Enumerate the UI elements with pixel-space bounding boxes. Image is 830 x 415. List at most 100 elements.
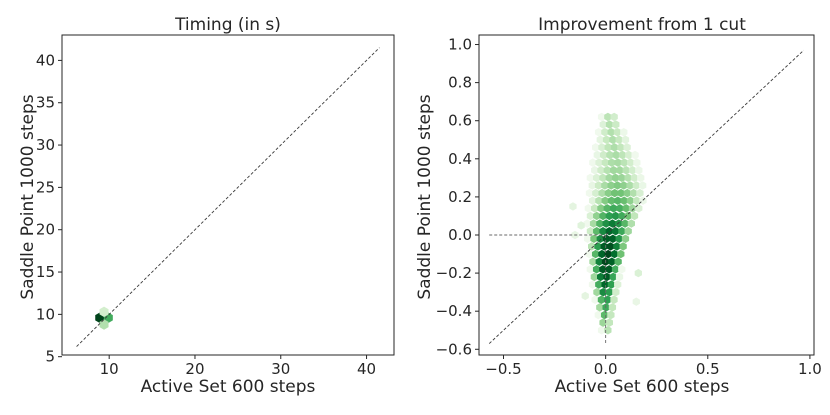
hexbin-cell [592,173,601,183]
hexbin-cell [604,112,612,122]
hexbin-cell [608,257,616,266]
hexbin-cell [590,272,598,282]
hexbin-cell [604,143,612,152]
hexbin-cell [633,196,641,205]
hexbin-cell [599,150,608,160]
hexbin-cell [605,173,613,183]
hexbin-cell [609,272,617,282]
hexbin-cell [591,143,600,152]
y-tick-label: 20 [36,221,55,239]
hexbin-cell [603,204,611,213]
hexbin-cell [99,306,109,318]
improvement-plot-frame [478,34,815,356]
hexbin-cell [588,181,596,190]
hexbin-cell [635,166,643,175]
hexbin-cell [610,112,618,122]
hexbin-cell [597,272,605,282]
hexbin-cell [596,234,604,244]
hexbin-cell [612,120,620,129]
hexbin-cell [593,211,601,221]
hexbin-cell [599,173,607,183]
y-tick-label: 0.8 [448,74,472,92]
hexbin-cell [635,204,643,213]
timing-y-label: Saddle Point 1000 steps [18,94,38,299]
y-tick-label: 1.0 [448,36,472,54]
hexbin-cell [588,242,596,251]
y-tick-label: 5 [45,348,55,366]
x-tick-label: 1.0 [798,360,822,378]
x-tick-label: 30 [271,360,290,378]
hexbin-cell [569,202,577,211]
hexbin-cell [598,143,606,152]
hexbin-cell [586,173,594,183]
hexbin-cell [609,234,617,244]
hexbin-cell [599,211,607,221]
hexbin-cell [618,150,627,160]
hexbin-cell [591,204,599,213]
hexbin-cell [591,249,600,259]
hexbin-cell [602,234,611,244]
hexbin-cell [585,188,594,198]
hexbin-cell [627,219,635,228]
hexbin-cell [624,173,632,183]
y-tick-label: 0.6 [448,112,472,130]
improvement-y-label: Saddle Point 1000 steps [415,94,435,299]
hexbin-cell [594,242,602,251]
hexbin-cell [593,287,601,297]
hexbin-cell [639,181,647,190]
hexbin-cell [608,158,616,167]
hexbin-cell [622,166,630,175]
hexbin-cell [625,150,633,160]
hexbin-cell [596,219,604,228]
hexbin-cell [599,120,607,129]
hexbin-cell [616,204,624,213]
y-tick-label: 10 [36,305,55,323]
x-tick-label: 40 [357,360,376,378]
y-tick-label: 35 [36,94,55,112]
hexbin-cell [611,188,619,198]
hexbin-cell [598,188,606,198]
hexbin-cell [602,135,611,144]
hexbin-cell [624,211,632,221]
hexbin-cell [597,204,605,213]
x-tick-label: 0.0 [594,360,618,378]
hexbin-cell [596,135,604,144]
hexbin-cell [597,112,606,122]
hexbin-cell [620,158,628,167]
hexbin-cell [630,211,639,221]
hexbin-cell [598,249,606,259]
hexbin-cell [607,196,616,205]
hexbin-cell [609,204,618,213]
hexbin-cell [603,272,611,282]
hexbin-cell [605,265,613,274]
hexbin-cell [589,219,598,228]
hexbin-cell [586,211,595,221]
hexbin-cell [583,219,591,228]
hexbin-cell [605,287,614,297]
hexbin-cell [594,181,603,190]
y-tick-label: −0.2 [436,264,472,282]
hexbin-cell [593,226,601,236]
hexbin-cell [613,127,622,137]
y-tick-label: 0.4 [448,150,472,168]
hexbin-cell [617,143,625,152]
y-tick-label: 0.0 [448,226,472,244]
x-tick-label: −0.5 [485,360,521,378]
timing-plot-frame [61,34,395,356]
hexbin-cell [618,226,626,236]
hexbin-cell [588,196,597,205]
hexbin-cell [577,221,585,230]
hexbin-cell [605,318,614,327]
hexbin-cell [639,196,647,205]
improvement-panel: Improvement from 1 cut Active Set 600 st… [415,15,822,397]
hexbin-cell [618,211,626,221]
hexbin-cell [601,127,609,137]
hexbin-cell [605,211,613,221]
hexbin-cell [637,173,645,183]
hexbin-cell [614,196,622,205]
hexbin-cell [614,280,622,289]
hexbin-cell [586,265,594,274]
hexbin-cell [589,257,597,266]
hexbin-cell [597,295,606,304]
